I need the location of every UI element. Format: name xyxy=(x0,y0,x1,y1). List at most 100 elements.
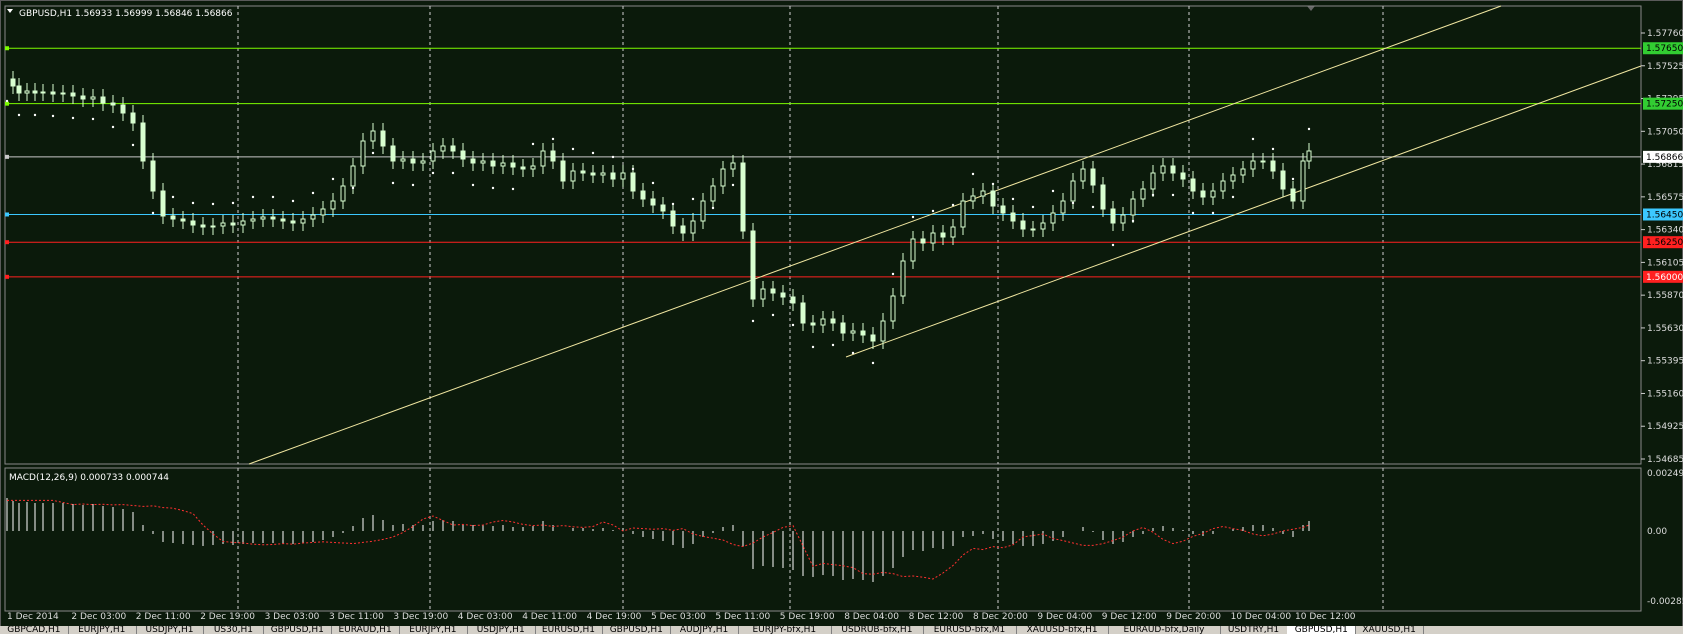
time-tick-label: 10 Dec 12:00 xyxy=(1295,612,1356,622)
candle-body xyxy=(640,190,646,200)
candle-body xyxy=(700,200,706,222)
level-price-tag-text: 1.56450 xyxy=(1646,210,1683,220)
candle-body xyxy=(1180,172,1186,180)
candle-body xyxy=(870,334,876,342)
candle-body xyxy=(380,130,386,147)
candle-body xyxy=(310,214,316,220)
symbol-info: GBPUSD,H1 1.56933 1.56999 1.56846 1.5686… xyxy=(19,9,233,19)
chart-tab[interactable]: EURAUD,H1 xyxy=(331,626,400,634)
candle-body xyxy=(950,226,956,238)
candle-body xyxy=(1210,190,1216,198)
sar-dot xyxy=(831,343,835,347)
candle-body xyxy=(330,200,336,210)
sar-dot xyxy=(591,151,595,155)
price-tick-label: 1.56575 xyxy=(1647,193,1683,203)
candle-body xyxy=(100,96,106,104)
time-tick-label: 5 Dec 11:00 xyxy=(715,612,770,622)
candle-body xyxy=(1070,180,1076,202)
sar-dot xyxy=(331,177,335,181)
candle-body xyxy=(590,172,596,176)
chart-layer: 1.577601.575251.572951.570501.568151.565… xyxy=(4,5,1683,622)
candle-body xyxy=(50,91,56,95)
chart-tab[interactable]: GBPUSD,H1 xyxy=(602,626,672,634)
chart-tab[interactable]: XAUUSD-bfx,H1 xyxy=(1016,626,1110,634)
candle-body xyxy=(1050,212,1056,224)
sar-dot xyxy=(531,142,535,146)
sar-dot xyxy=(1011,197,1015,201)
sar-dot xyxy=(871,361,875,365)
chart-tab[interactable]: EURUSD-bfx,M1 xyxy=(923,626,1017,634)
candle-body xyxy=(120,104,126,114)
chart-tab[interactable]: GBPUSD,H1 xyxy=(263,626,333,634)
chart-tab[interactable]: EURJPY,H1 xyxy=(68,626,137,634)
chart-tab[interactable]: AUDJPY,H1 xyxy=(670,626,739,634)
chart-tab[interactable]: EURUSD,H1 xyxy=(535,626,604,634)
sar-dot xyxy=(711,206,715,210)
candle-body xyxy=(1100,184,1106,210)
candle-body xyxy=(24,90,30,94)
candle-body xyxy=(190,220,196,226)
candle-body xyxy=(390,145,396,162)
candle-body xyxy=(1040,222,1046,230)
sar-dot xyxy=(611,155,615,159)
chart-tabs-bar: GBPCAD,H1 EURJPY,H1 USDJPY,H1 US30,H1 GBPUSD… xyxy=(0,626,1683,634)
chart-tab[interactable]: USDTRY,H1 xyxy=(1220,626,1289,634)
chart-tab[interactable]: GBPUSD,H1 xyxy=(1287,626,1357,634)
chart-tab[interactable]: EURJPY,H1 xyxy=(399,626,468,634)
chart-tab[interactable]: USDJPY,H1 xyxy=(136,626,205,634)
candle-body xyxy=(1170,165,1176,174)
candle-body xyxy=(530,165,536,170)
sar-dot xyxy=(631,167,635,171)
candle-body xyxy=(110,102,116,106)
candle-body xyxy=(140,122,146,162)
chart-tab[interactable]: USDRUB-bfx,H1 xyxy=(831,626,925,634)
candle-body xyxy=(540,150,546,167)
dropdown-arrow-icon[interactable] xyxy=(7,9,13,13)
level-price-tag-text: 1.57250 xyxy=(1646,100,1683,110)
level-price-tag xyxy=(1643,208,1683,221)
candle-body xyxy=(510,162,516,168)
sar-dot xyxy=(291,199,295,203)
candle-body xyxy=(470,158,476,164)
sar-dot xyxy=(1131,219,1135,223)
channel-upper-line xyxy=(248,5,1502,465)
candle-body xyxy=(500,162,506,167)
chart-tab[interactable]: USDJPY,H1 xyxy=(467,626,536,634)
level-marker xyxy=(5,101,9,106)
candle-body xyxy=(1120,214,1126,224)
time-tick-label: 3 Dec 11:00 xyxy=(329,612,384,622)
level-marker xyxy=(5,154,9,159)
sar-dot xyxy=(651,181,655,185)
price-tick-label: 1.54685 xyxy=(1647,455,1683,465)
candle-body xyxy=(32,90,38,94)
candle-body xyxy=(10,78,16,87)
candle-body xyxy=(40,91,46,94)
price-tick-label: 1.56815 xyxy=(1647,160,1683,170)
sar-dot xyxy=(1051,189,1055,193)
chart-tab[interactable]: XAUUSD,H1 xyxy=(1355,626,1424,634)
sar-dot xyxy=(1071,201,1075,205)
time-tick-label: 2 Dec 11:00 xyxy=(136,612,191,622)
candle-body xyxy=(780,292,786,298)
candle-body xyxy=(750,230,756,300)
candle-body xyxy=(360,140,366,167)
candle-body xyxy=(250,218,256,222)
price-tick-label: 1.57760 xyxy=(1647,29,1683,39)
sar-dot xyxy=(151,211,155,215)
sar-dot xyxy=(251,195,255,199)
candles-layer xyxy=(10,71,1312,349)
chart-tab[interactable]: US30,H1 xyxy=(203,626,265,634)
chart-tab[interactable]: EURAUD-bfx,Daily xyxy=(1108,626,1221,634)
candle-body xyxy=(210,225,216,228)
chart-tab[interactable]: EURJPY-bfx,H1 xyxy=(738,626,832,634)
sar-dot xyxy=(971,172,975,176)
price-tick-label: 1.56105 xyxy=(1647,258,1683,268)
chart-tab[interactable]: GBPCAD,H1 xyxy=(0,626,69,634)
time-tick-label: 4 Dec 11:00 xyxy=(522,612,577,622)
sar-dot xyxy=(311,191,315,195)
level-marker xyxy=(5,46,9,51)
candle-body xyxy=(130,112,136,124)
candle-body xyxy=(1190,178,1196,192)
